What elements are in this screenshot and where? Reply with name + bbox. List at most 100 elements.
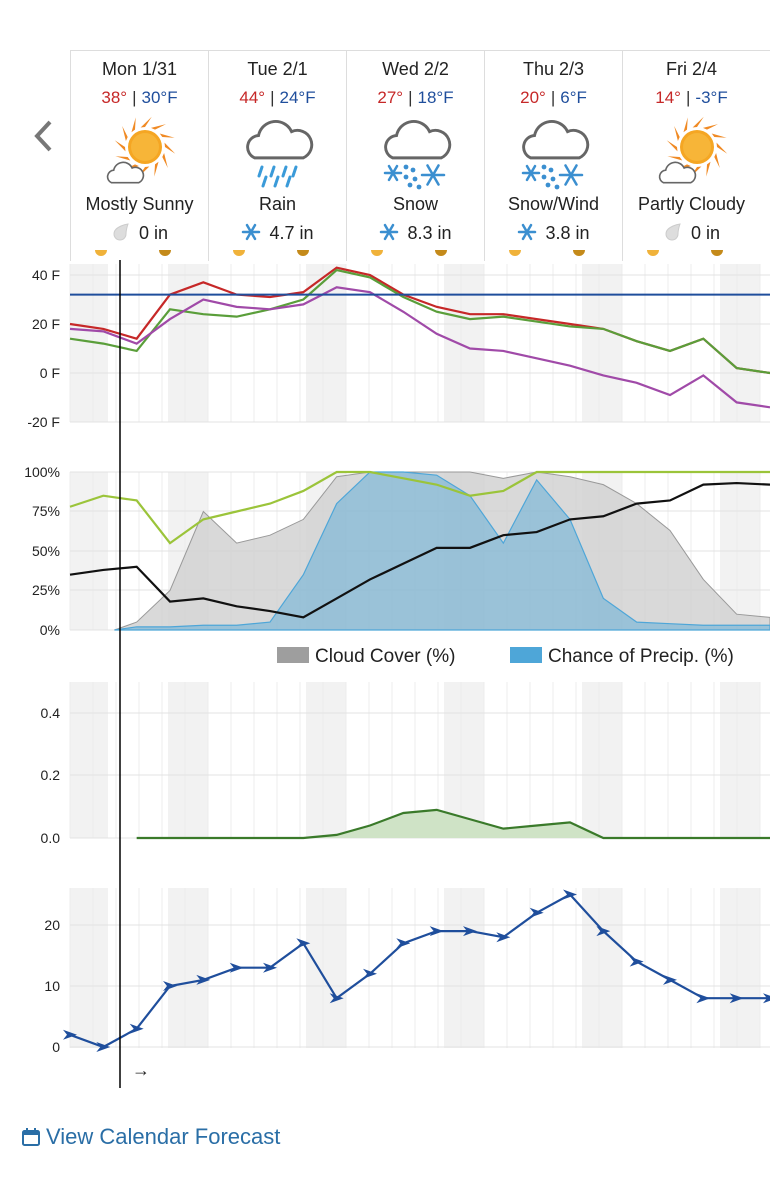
day-label: Wed 2/2	[382, 59, 449, 79]
night-band	[168, 888, 208, 1048]
wind-direction-arrow	[529, 907, 544, 918]
day-card[interactable]: Tue 2/1 44° | 24°F Rain 4.7 in	[208, 51, 346, 261]
night-band	[70, 682, 108, 838]
night-band	[168, 682, 208, 838]
wind-direction-arrow	[763, 993, 770, 1004]
night-band	[306, 888, 346, 1048]
night-band	[70, 888, 108, 1048]
y-tick-label: 75%	[32, 503, 60, 519]
high-temp: 20°	[520, 88, 546, 107]
y-tick-label: 20	[44, 917, 60, 933]
precip-amount: 0 in	[71, 222, 208, 244]
sunrise-sunset-icon	[509, 250, 585, 256]
day-label: Mon 1/31	[101, 59, 178, 79]
wind-direction-arrow	[263, 962, 277, 973]
sunrise-sunset-icon	[371, 250, 447, 256]
series-line-wind-chill	[69, 286, 770, 409]
droplet-icon	[113, 223, 129, 241]
precip-value: 4.7 in	[269, 223, 314, 243]
low-temp: 24°F	[279, 88, 316, 107]
y-tick-label: 0.0	[41, 830, 61, 846]
wind-direction-arrow	[296, 938, 311, 949]
day-card[interactable]: Fri 2/4 14° | -3°F Partly Cloudy 0 in	[622, 51, 760, 261]
precip-amount: 0 in	[623, 222, 760, 244]
high-temp: 14°	[655, 88, 681, 107]
wind-direction-arrow	[463, 926, 477, 937]
partly-cloudy-icon	[658, 116, 728, 184]
condition-text: Partly Cloudy	[637, 194, 746, 214]
high-temp: 44°	[239, 88, 266, 107]
cloud-cover-area	[114, 471, 770, 631]
condition-text: Mostly Sunny	[85, 194, 194, 214]
chart-panel-temperature: 40 F 20 F 0 F -20 F	[27, 264, 770, 430]
sunrise-sunset-markers	[485, 249, 622, 261]
day-card[interactable]: Thu 2/3 20° | 6°F Snow/Wind 3.8 in	[484, 51, 622, 261]
condition-text: Snow/Wind	[507, 194, 600, 214]
y-tick-label: 50%	[32, 543, 60, 559]
high-temp: 38°	[101, 88, 128, 107]
y-tick-label: 10	[44, 978, 60, 994]
series-line-relative-humidity	[69, 470, 770, 545]
snowflake-icon	[518, 223, 537, 241]
precip-amount: 8.3 in	[347, 222, 484, 244]
y-tick-label: 0	[52, 1039, 60, 1055]
wind-direction-arrow	[229, 962, 244, 973]
low-temp: 18°F	[417, 88, 454, 107]
night-band	[306, 682, 346, 838]
night-band	[168, 264, 208, 422]
precip-value: 0 in	[690, 223, 721, 243]
previous-days-button[interactable]	[30, 118, 58, 154]
temp-separator: |	[550, 88, 556, 107]
series-line-sky	[69, 481, 770, 619]
y-tick-label: 0 F	[40, 365, 60, 381]
wind-direction-arrow	[696, 993, 711, 1004]
day-temps: 14° | -3°F	[623, 88, 760, 108]
day-card[interactable]: Mon 1/31 38° | 30°F Mostly Sunny 0 in	[70, 51, 208, 261]
day-temps: 20° | 6°F	[485, 88, 622, 108]
wind-direction-arrow	[163, 981, 177, 991]
y-tick-label: 20 F	[32, 316, 60, 332]
wind-direction-arrow	[496, 932, 511, 943]
day-label: Thu 2/3	[522, 59, 585, 79]
sunrise-sunset-icon	[95, 250, 171, 256]
droplet-icon	[665, 223, 681, 241]
wind-direction-arrow	[396, 938, 411, 949]
day-temps: 44° | 24°F	[209, 88, 346, 108]
wind-direction-arrow	[729, 993, 744, 1004]
sunrise-sunset-markers	[623, 249, 760, 261]
low-temp: 6°F	[560, 88, 587, 107]
legend-precip-swatch	[510, 647, 542, 663]
y-tick-label: 100%	[24, 464, 60, 480]
next-arrow[interactable]: →	[132, 1060, 150, 1080]
view-calendar-forecast-link[interactable]: View Calendar Forecast	[22, 1124, 280, 1150]
precip-value: 8.3 in	[407, 223, 452, 243]
night-band	[720, 888, 760, 1048]
daily-forecast-strip: Mon 1/31 38° | 30°F Mostly Sunny 0 in Tue …	[70, 50, 770, 261]
chart-panel-wind: 20 10 0	[44, 888, 770, 1055]
night-band	[720, 264, 760, 422]
night-band	[582, 682, 622, 838]
wind-direction-arrow	[629, 956, 644, 967]
wind-direction-arrow	[96, 1042, 111, 1052]
precip-amount: 4.7 in	[209, 222, 346, 244]
temp-separator: |	[270, 88, 275, 107]
snowflake-icon	[242, 223, 261, 241]
day-label: Fri 2/4	[665, 59, 717, 79]
day-temps: 27° | 18°F	[347, 88, 484, 108]
y-tick-label: -20 F	[27, 414, 60, 430]
y-tick-label: 0.2	[41, 767, 61, 783]
y-tick-label: 40 F	[32, 267, 60, 283]
legend-precip-label: Chance of Precip. (%)	[548, 646, 734, 667]
low-temp: -3°F	[695, 88, 728, 107]
snow-icon	[383, 120, 452, 190]
mostly-sunny-icon	[106, 116, 176, 184]
wind-direction-arrow	[63, 1029, 77, 1040]
night-band	[444, 264, 484, 422]
day-card[interactable]: Wed 2/2 27° | 18°F Snow 8.3 in	[346, 51, 484, 261]
snowflake-icon	[380, 223, 399, 241]
night-band	[582, 264, 622, 422]
y-tick-label: 0.4	[41, 705, 61, 721]
wind-direction-arrow	[563, 889, 577, 900]
night-band	[720, 682, 760, 838]
legend-cloud-swatch	[277, 647, 309, 663]
